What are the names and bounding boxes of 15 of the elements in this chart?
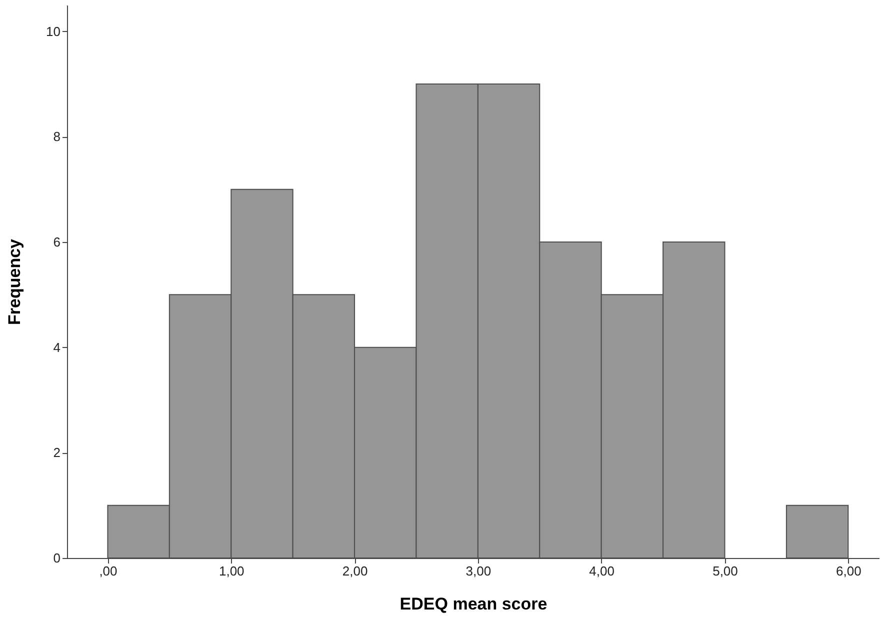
y-tick-label: 10: [46, 24, 60, 39]
y-tick-label: 0: [53, 550, 60, 566]
x-tick-label: 4,00: [589, 564, 614, 578]
y-tick-label: 4: [53, 340, 60, 355]
x-tick-label: 1,00: [218, 564, 244, 578]
y-tick-label: 8: [53, 129, 60, 144]
x-axis-title: EDEQ mean score: [400, 594, 548, 614]
y-axis-title: Frequency: [5, 238, 24, 325]
x-tick-label: 6,00: [836, 564, 862, 578]
x-tick-label: 5,00: [712, 564, 738, 578]
y-tick-label: 2: [53, 445, 60, 460]
x-tick-label: 3,00: [466, 564, 492, 578]
y-tick-label: 6: [53, 234, 60, 250]
x-tick-label: 2,00: [342, 564, 368, 578]
x-tick-label: ,00: [99, 564, 118, 578]
